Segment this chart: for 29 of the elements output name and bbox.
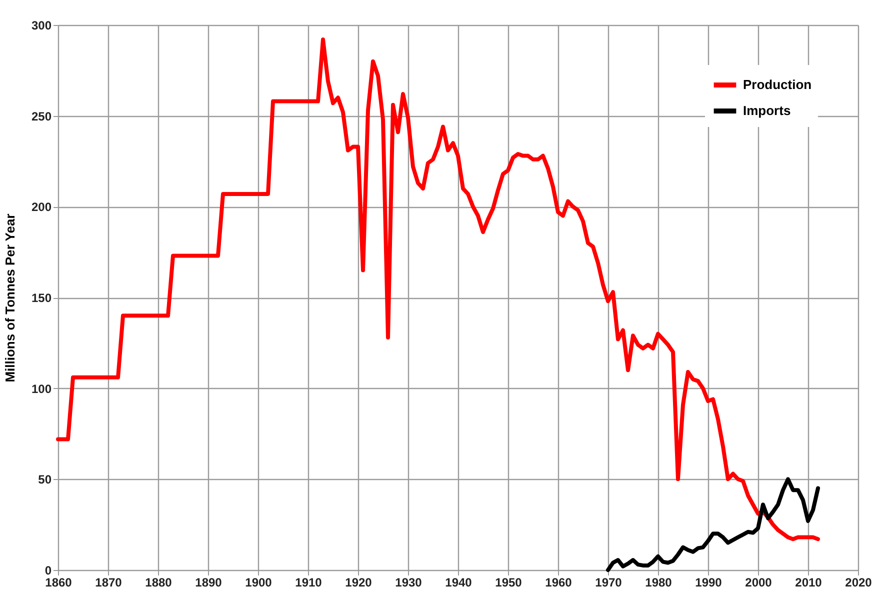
y-tick-label: 0 [44, 564, 52, 578]
y-tick-label: 50 [38, 472, 52, 487]
y-tick-label: 250 [31, 109, 52, 124]
x-tick-label: 1880 [145, 576, 172, 590]
line-series [56, 38, 820, 542]
x-tick-label: 2010 [795, 576, 822, 590]
x-tick-label: 1960 [545, 576, 572, 590]
legend-label: Imports [743, 103, 791, 118]
x-tick-label: 1870 [95, 576, 122, 590]
x-tick-label: 1990 [695, 576, 722, 590]
y-tick-label: 100 [31, 382, 52, 396]
x-tick-label: 1940 [445, 576, 472, 590]
x-tick-label: 1970 [595, 576, 622, 590]
line-series [606, 477, 820, 572]
x-tick-label: 1930 [395, 576, 422, 590]
x-tick-label: 1920 [345, 576, 372, 590]
x-tick-label: 1980 [645, 576, 672, 590]
y-tick-label: 300 [31, 18, 52, 32]
x-tick-label: 1890 [195, 576, 222, 590]
x-tick-label: 2000 [745, 576, 772, 590]
y-tick-label: 200 [31, 200, 52, 214]
y-axis-title: Millions of Tonnes Per Year [2, 214, 18, 382]
x-tick-label: 2020 [845, 576, 872, 590]
y-tick-label: 150 [31, 291, 52, 305]
x-tick-label: 1860 [45, 576, 72, 590]
legend-label: Production [743, 77, 812, 92]
x-tick-label: 1900 [245, 576, 272, 590]
x-tick-label: 1950 [495, 576, 522, 590]
x-tick-label: 1910 [295, 576, 322, 590]
